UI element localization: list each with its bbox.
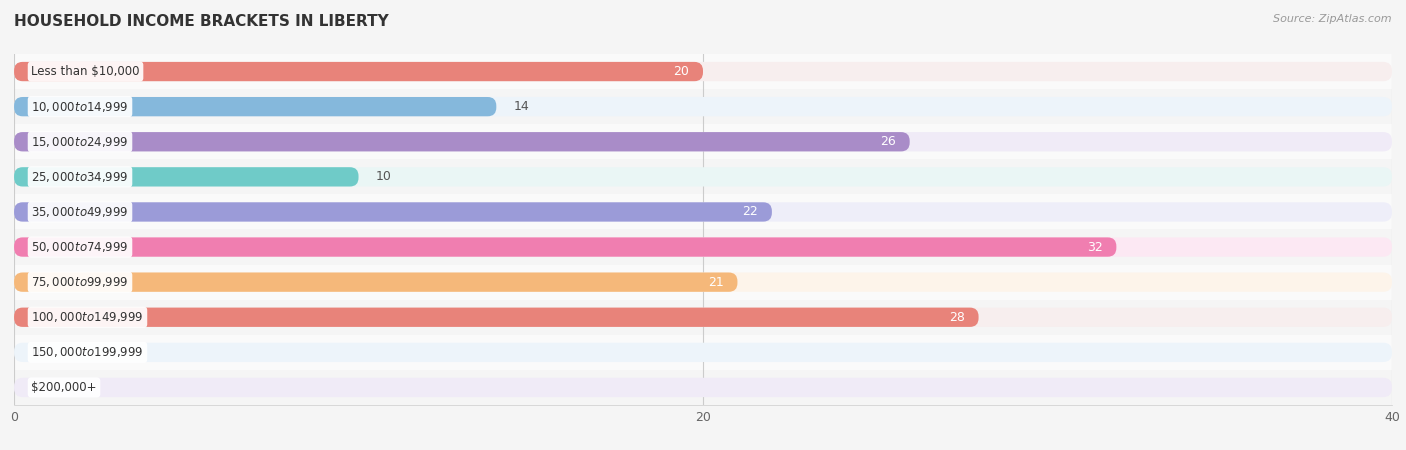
FancyBboxPatch shape (14, 54, 1392, 89)
Text: $15,000 to $24,999: $15,000 to $24,999 (31, 135, 129, 149)
FancyBboxPatch shape (14, 194, 1392, 230)
FancyBboxPatch shape (14, 335, 1392, 370)
FancyBboxPatch shape (14, 132, 910, 151)
Text: 26: 26 (880, 135, 896, 148)
FancyBboxPatch shape (14, 202, 1392, 221)
FancyBboxPatch shape (14, 97, 1392, 116)
FancyBboxPatch shape (14, 124, 1392, 159)
Text: $35,000 to $49,999: $35,000 to $49,999 (31, 205, 129, 219)
Text: 28: 28 (949, 311, 965, 324)
Text: $100,000 to $149,999: $100,000 to $149,999 (31, 310, 143, 324)
FancyBboxPatch shape (14, 265, 1392, 300)
FancyBboxPatch shape (14, 238, 1392, 256)
FancyBboxPatch shape (14, 132, 1392, 151)
Text: 0: 0 (31, 346, 39, 359)
FancyBboxPatch shape (14, 97, 496, 116)
Text: 10: 10 (375, 171, 392, 183)
FancyBboxPatch shape (14, 159, 1392, 194)
FancyBboxPatch shape (14, 273, 1392, 292)
FancyBboxPatch shape (14, 378, 1392, 397)
FancyBboxPatch shape (14, 308, 979, 327)
FancyBboxPatch shape (14, 89, 1392, 124)
Text: HOUSEHOLD INCOME BRACKETS IN LIBERTY: HOUSEHOLD INCOME BRACKETS IN LIBERTY (14, 14, 389, 28)
Text: $75,000 to $99,999: $75,000 to $99,999 (31, 275, 129, 289)
Text: $150,000 to $199,999: $150,000 to $199,999 (31, 345, 143, 360)
FancyBboxPatch shape (14, 300, 1392, 335)
Text: 22: 22 (742, 206, 758, 218)
FancyBboxPatch shape (14, 62, 703, 81)
Text: 14: 14 (513, 100, 529, 113)
FancyBboxPatch shape (14, 230, 1392, 265)
FancyBboxPatch shape (14, 202, 772, 221)
FancyBboxPatch shape (14, 343, 1392, 362)
FancyBboxPatch shape (14, 167, 1392, 186)
Text: 20: 20 (673, 65, 689, 78)
Text: 32: 32 (1087, 241, 1102, 253)
FancyBboxPatch shape (14, 238, 1116, 256)
Text: 21: 21 (707, 276, 724, 288)
FancyBboxPatch shape (14, 308, 1392, 327)
FancyBboxPatch shape (14, 167, 359, 186)
Text: $10,000 to $14,999: $10,000 to $14,999 (31, 99, 129, 114)
Text: Source: ZipAtlas.com: Source: ZipAtlas.com (1274, 14, 1392, 23)
FancyBboxPatch shape (14, 62, 1392, 81)
Text: 0: 0 (31, 381, 39, 394)
Text: $25,000 to $34,999: $25,000 to $34,999 (31, 170, 129, 184)
Text: $50,000 to $74,999: $50,000 to $74,999 (31, 240, 129, 254)
Text: Less than $10,000: Less than $10,000 (31, 65, 139, 78)
Text: $200,000+: $200,000+ (31, 381, 97, 394)
FancyBboxPatch shape (14, 273, 738, 292)
FancyBboxPatch shape (14, 370, 1392, 405)
